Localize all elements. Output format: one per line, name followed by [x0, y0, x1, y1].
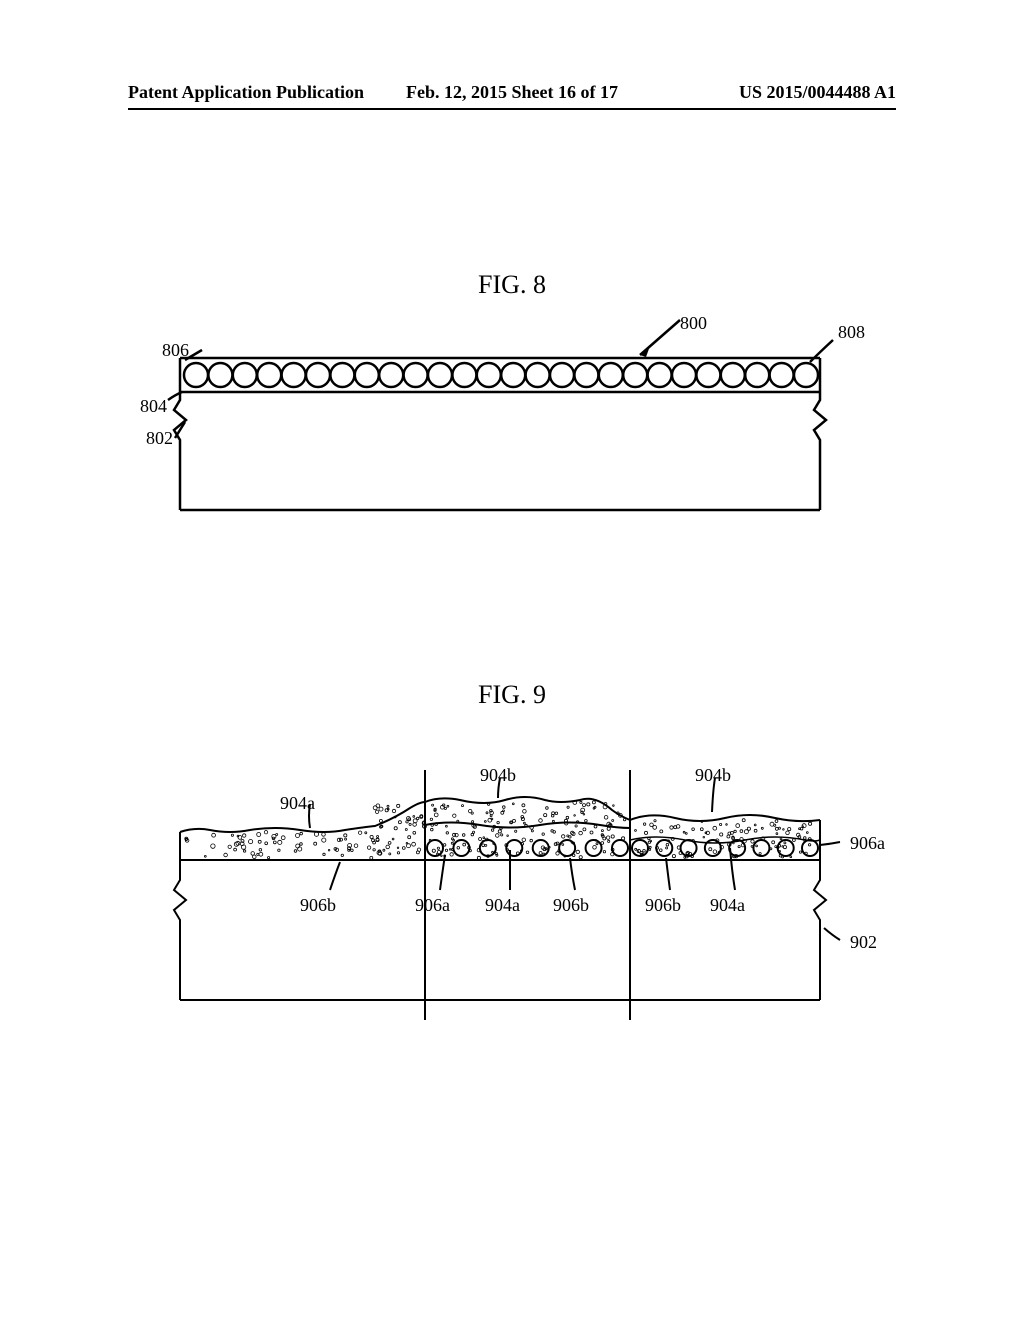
ref-906b-1: 906b: [300, 895, 336, 916]
ref-806: 806: [162, 340, 189, 361]
ref-906a-right: 906a: [850, 833, 885, 854]
ref-904a-2: 904a: [710, 895, 745, 916]
figure-8-diagram: [140, 310, 880, 570]
header-right: US 2015/0044488 A1: [640, 82, 896, 103]
figure-8-label: FIG. 8: [478, 270, 546, 300]
header-center: Feb. 12, 2015 Sheet 16 of 17: [384, 82, 640, 103]
figure-9-label: FIG. 9: [478, 680, 546, 710]
ref-808: 808: [838, 322, 865, 343]
ref-906b-3: 906b: [645, 895, 681, 916]
ref-800: 800: [680, 313, 707, 334]
ref-804: 804: [140, 396, 167, 417]
ref-904b-1: 904b: [480, 765, 516, 786]
ref-904a-1: 904a: [485, 895, 520, 916]
ref-906b-2: 906b: [553, 895, 589, 916]
ref-904a-top: 904a: [280, 793, 315, 814]
ref-802: 802: [146, 428, 173, 449]
header-rule: [128, 108, 896, 110]
ref-904b-2: 904b: [695, 765, 731, 786]
header-left: Patent Application Publication: [128, 82, 384, 103]
ref-902: 902: [850, 932, 877, 953]
ref-906a-1: 906a: [415, 895, 450, 916]
